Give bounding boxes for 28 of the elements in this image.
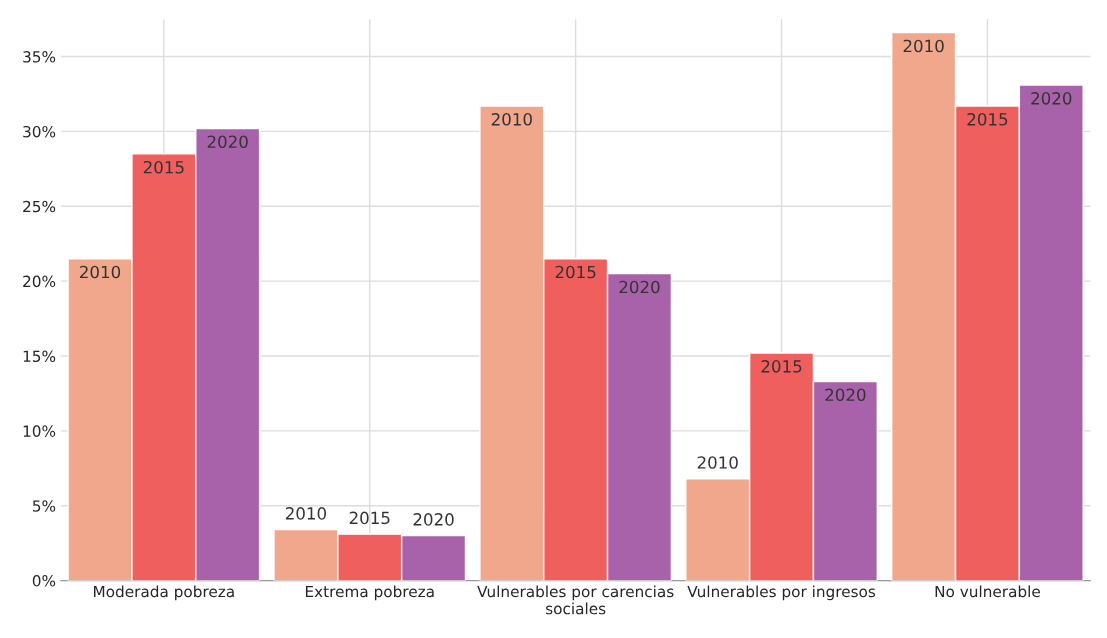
series-label: 2010 (491, 113, 532, 126)
text: 2015 (761, 360, 802, 373)
text: 2020 (207, 135, 248, 149)
text: 2020 (825, 388, 866, 402)
text: 2015 (967, 113, 1008, 126)
text: 2020 (413, 513, 454, 526)
x-tick-label: Vulnerables por carencias sociales (477, 585, 674, 615)
x-tick-label: Extrema pobreza (305, 585, 434, 601)
series-label: 2020 (619, 280, 660, 294)
y-tick-label: 0% (32, 575, 56, 587)
text: 2020 (1031, 92, 1072, 105)
text: 2010 (285, 507, 327, 520)
y-tick-label: 30% (23, 125, 56, 138)
x-tick-label: No vulnerable (935, 585, 1040, 598)
series-label: 2015 (143, 160, 184, 174)
x-tick-label: Moderada pobreza (94, 585, 234, 601)
y-tick-label: 25% (23, 200, 56, 213)
y-tick-label: 15% (23, 350, 56, 363)
y-tick-label: 5% (32, 500, 56, 512)
y-tick-label: 10% (23, 425, 56, 437)
y-tick-label: 35% (23, 51, 56, 63)
text: 2015 (349, 511, 390, 525)
text: 2015 (555, 265, 596, 279)
text: 2010 (903, 39, 944, 53)
y-tick-label: 20% (23, 275, 56, 288)
text: 2010 (697, 456, 738, 469)
x-tick-label: Vulnerables por ingresos (687, 585, 876, 601)
text: 2010 (80, 265, 121, 279)
